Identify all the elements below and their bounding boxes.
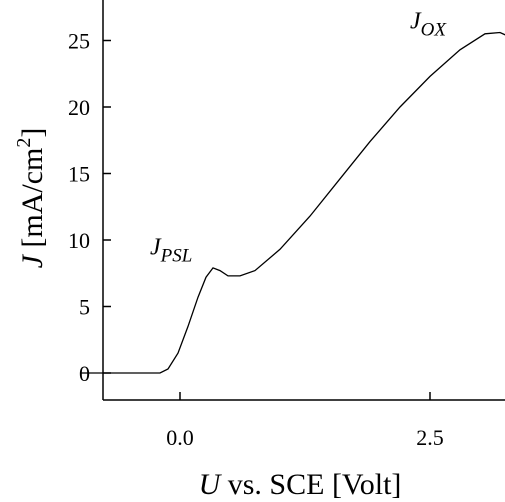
y-tick-label: 25 xyxy=(68,29,90,54)
y-axis-title: J [mA/cm2] xyxy=(13,128,49,269)
y-axis-title-end: ] xyxy=(16,128,49,138)
y-axis-title-rest: [mA/cm xyxy=(16,148,49,255)
y-tick-label: 5 xyxy=(79,295,90,320)
annotation-j-ox: JOX xyxy=(410,9,447,41)
x-tick-label: 0.0 xyxy=(166,425,194,450)
y-tick-label: 10 xyxy=(68,228,90,253)
annotation-j-psl-sub: PSL xyxy=(160,246,193,267)
y-tick-label: 20 xyxy=(68,95,90,120)
annotation-j-ox-sub: OX xyxy=(421,20,448,41)
x-axis-title: U vs. SCE [Volt] xyxy=(199,468,402,501)
annotation-j-psl-main: J xyxy=(150,235,162,261)
x-axis-title-rest: vs. SCE [Volt] xyxy=(220,468,401,501)
y-axis-title-var: J xyxy=(16,253,49,268)
y-tick-label: 15 xyxy=(68,162,90,187)
annotation-j-ox-main: J xyxy=(410,9,422,35)
x-tick-label: 2.5 xyxy=(416,425,444,450)
x-axis-title-var: U xyxy=(199,468,223,501)
series-line xyxy=(80,31,505,374)
annotation-j-psl: JPSL xyxy=(150,235,192,267)
x-ticks: 0.02.55.0 xyxy=(166,392,444,450)
y-axis-title-sup: 2 xyxy=(13,138,35,148)
